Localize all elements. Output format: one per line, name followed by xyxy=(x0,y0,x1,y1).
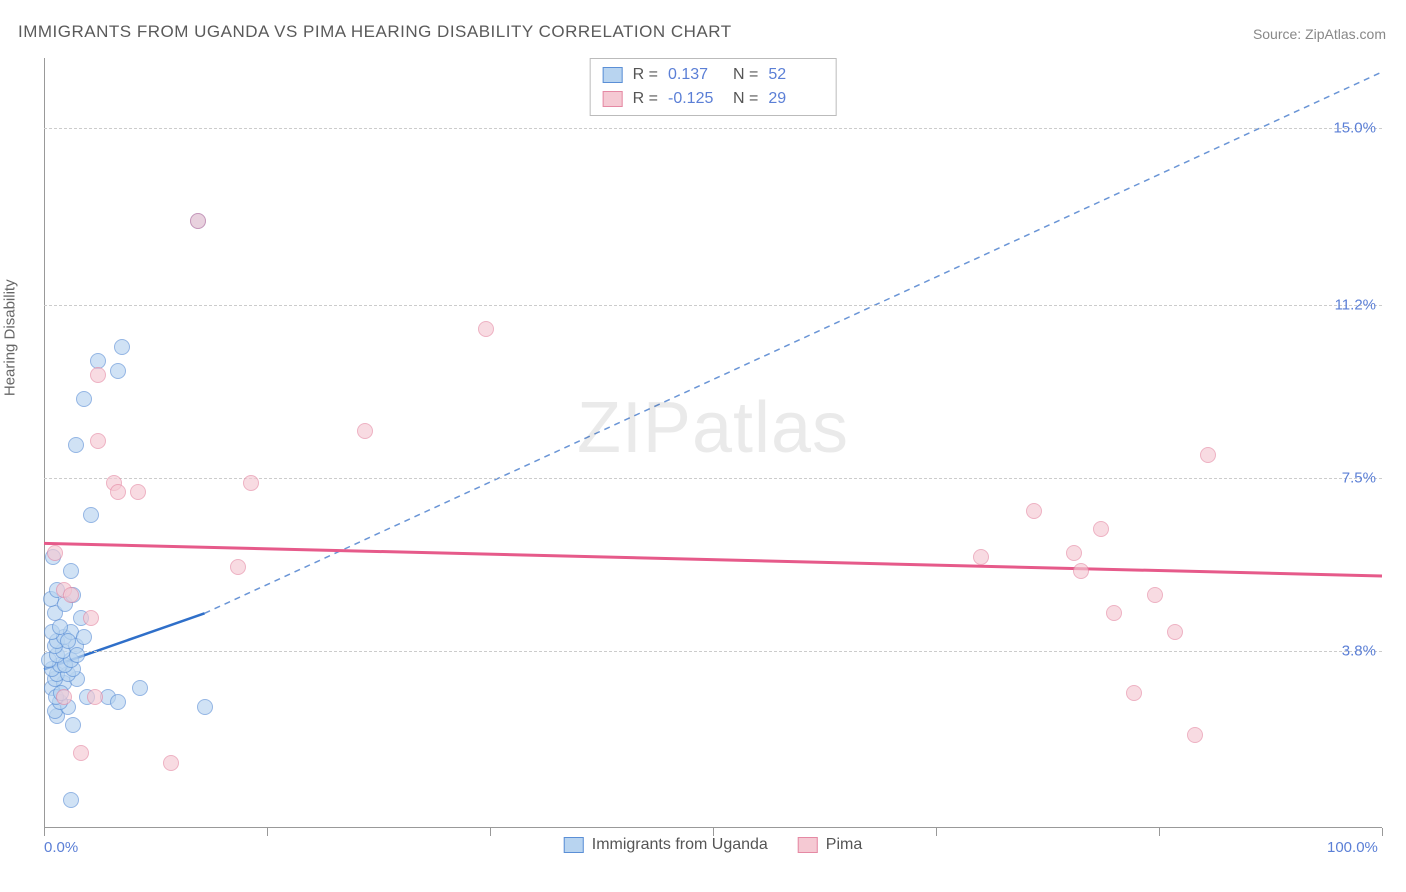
y-axis-label: Hearing Disability xyxy=(2,279,19,396)
data-point xyxy=(478,321,494,337)
legend-label: Pima xyxy=(826,836,862,854)
x-minor-tick xyxy=(1159,828,1160,836)
legend-n-value: 52 xyxy=(768,63,823,87)
data-point xyxy=(357,423,373,439)
legend-r-value: 0.137 xyxy=(668,63,723,87)
data-point xyxy=(63,587,79,603)
grid-line xyxy=(44,128,1382,129)
data-point xyxy=(190,213,206,229)
y-tick-label: 3.8% xyxy=(1342,642,1376,659)
data-point xyxy=(63,563,79,579)
legend-item: Pima xyxy=(798,836,862,854)
data-point xyxy=(73,745,89,761)
legend-r-label: R = xyxy=(633,63,658,87)
data-point xyxy=(1066,545,1082,561)
scatter-plot-svg xyxy=(44,58,1382,828)
data-point xyxy=(65,717,81,733)
data-point xyxy=(90,367,106,383)
data-point xyxy=(56,689,72,705)
data-point xyxy=(1187,727,1203,743)
trend-line xyxy=(44,543,1382,576)
data-point xyxy=(47,545,63,561)
legend-r-value: -0.125 xyxy=(668,87,723,111)
legend-swatch xyxy=(564,837,584,853)
y-tick-label: 11.2% xyxy=(1335,297,1376,314)
data-point xyxy=(130,484,146,500)
legend-n-label: N = xyxy=(733,63,758,87)
x-tick xyxy=(713,828,714,836)
data-point xyxy=(69,647,85,663)
legend-swatch xyxy=(798,837,818,853)
legend-swatch xyxy=(603,91,623,107)
data-point xyxy=(110,484,126,500)
data-point xyxy=(110,694,126,710)
data-point xyxy=(68,437,84,453)
data-point xyxy=(76,629,92,645)
data-point xyxy=(1093,521,1109,537)
grid-line xyxy=(44,305,1382,306)
legend-n-value: 29 xyxy=(768,87,823,111)
data-point xyxy=(83,507,99,523)
data-point xyxy=(1167,624,1183,640)
y-tick-label: 15.0% xyxy=(1333,120,1376,137)
x-minor-tick xyxy=(490,828,491,836)
series-legend: Immigrants from Uganda Pima xyxy=(564,836,863,854)
data-point xyxy=(87,689,103,705)
data-point xyxy=(1073,563,1089,579)
data-point xyxy=(90,433,106,449)
data-point xyxy=(230,559,246,575)
data-point xyxy=(110,363,126,379)
x-minor-tick xyxy=(267,828,268,836)
data-point xyxy=(973,549,989,565)
correlation-legend: R = 0.137 N = 52 R = -0.125 N = 29 xyxy=(590,58,837,116)
legend-n-label: N = xyxy=(733,87,758,111)
x-tick-label: 100.0% xyxy=(1327,839,1378,856)
scatter-chart: ZIPatlas R =0.137N =52R =-0.125N =29 Imm… xyxy=(44,58,1382,828)
x-tick xyxy=(1382,828,1383,836)
grid-line xyxy=(44,651,1382,652)
legend-swatch xyxy=(603,67,623,83)
data-point xyxy=(63,792,79,808)
data-point xyxy=(1026,503,1042,519)
legend-label: Immigrants from Uganda xyxy=(592,836,768,854)
data-point xyxy=(197,699,213,715)
y-tick-label: 7.5% xyxy=(1342,470,1376,487)
legend-row: R = 0.137 N = 52 xyxy=(603,63,824,87)
data-point xyxy=(1147,587,1163,603)
legend-item: Immigrants from Uganda xyxy=(564,836,768,854)
data-point xyxy=(1106,605,1122,621)
legend-r-label: R = xyxy=(633,87,658,111)
data-point xyxy=(1200,447,1216,463)
data-point xyxy=(1126,685,1142,701)
data-point xyxy=(243,475,259,491)
data-point xyxy=(163,755,179,771)
x-minor-tick xyxy=(936,828,937,836)
data-point xyxy=(132,680,148,696)
x-tick-label: 0.0% xyxy=(44,839,78,856)
data-point xyxy=(83,610,99,626)
trend-line xyxy=(205,72,1382,613)
source-attribution: Source: ZipAtlas.com xyxy=(1253,26,1386,42)
data-point xyxy=(76,391,92,407)
x-tick xyxy=(44,828,45,836)
legend-row: R = -0.125 N = 29 xyxy=(603,87,824,111)
chart-title: IMMIGRANTS FROM UGANDA VS PIMA HEARING D… xyxy=(18,22,732,42)
data-point xyxy=(114,339,130,355)
